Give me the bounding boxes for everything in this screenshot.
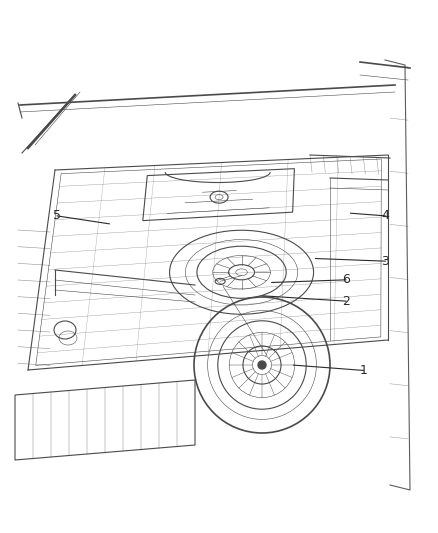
Text: 3: 3 [381,255,389,268]
Text: 4: 4 [381,209,389,222]
Ellipse shape [258,361,266,369]
Text: 1: 1 [360,364,367,377]
Text: 2: 2 [342,295,350,308]
Text: 6: 6 [342,273,350,286]
Text: 5: 5 [53,209,61,222]
